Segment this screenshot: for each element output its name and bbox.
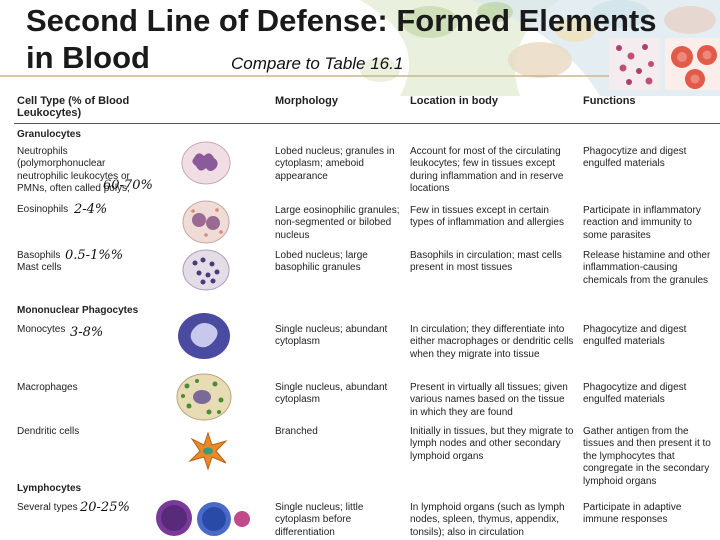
neutrophils-type: Neutrophils (polymorphonuclear neutrophi… <box>17 146 130 195</box>
blood-smear-thumbnails <box>609 38 720 90</box>
eosinophils-morphology: Large eosinophilic granules; non-segment… <box>275 205 400 241</box>
section-mononuclear-phagocytes: Mononuclear Phagocytes <box>17 305 139 316</box>
lymphocyte-cells-icon <box>156 500 250 536</box>
eosinophils-functions: Participate in inflammatory reaction and… <box>583 205 701 241</box>
monocyte-cell-icon <box>178 313 230 359</box>
title-line-2: in Blood <box>26 40 150 75</box>
header-location: Location in body <box>410 95 498 107</box>
lymphocytes-morphology: Single nucleus; little cytoplasm before … <box>275 502 364 538</box>
section-granulocytes: Granulocytes <box>17 129 81 140</box>
lymphocytes-type: Several types <box>17 502 78 513</box>
dendritic-morphology: Branched <box>275 426 318 437</box>
dendritic-location: Initially in tissues, but they migrate t… <box>410 426 574 462</box>
dendritic-cell-icon <box>188 431 228 471</box>
lymphocytes-location: In lymphoid organs (such as lymph nodes,… <box>410 502 565 538</box>
lymphocytes-percent: 20-25% <box>80 500 130 515</box>
slide-subtitle: Compare to Table 16.1 <box>231 54 404 73</box>
macrophages-type: Macrophages <box>17 382 78 393</box>
eosinophils-type: Eosinophils <box>17 204 69 215</box>
basophils-morphology: Lobed nucleus; large basophilic granules <box>275 250 368 274</box>
macrophage-cell-icon <box>176 373 232 421</box>
monocytes-percent: 3-8% <box>70 325 104 340</box>
neutrophils-functions: Phagocytize and digest engulfed material… <box>583 146 687 170</box>
title-line-1: Second Line of Defense: Formed Elements <box>26 3 657 38</box>
slide-title: Second Line of Defense: Formed Elements … <box>26 2 656 76</box>
eosinophil-cell-icon <box>182 200 230 244</box>
dendritic-type: Dendritic cells <box>17 426 80 437</box>
basophils-type: Basophils Mast cells <box>17 250 62 274</box>
monocytes-morphology: Single nucleus; abundant cytoplasm <box>275 324 388 348</box>
basophils-functions: Release histamine and other inflammation… <box>583 250 711 286</box>
dendritic-functions: Gather antigen from the tissues and then… <box>583 426 711 487</box>
macrophages-morphology: Single nucleus, abundant cytoplasm <box>275 382 388 406</box>
section-lymphocytes: Lymphocytes <box>17 483 82 494</box>
macrophages-location: Present in virtually all tissues; given … <box>410 382 568 418</box>
neutrophil-cell-icon <box>181 141 231 185</box>
eosinophils-percent: 2-4% <box>74 202 108 217</box>
header-background-art <box>0 0 720 96</box>
monocytes-type: Monocytes <box>17 324 66 335</box>
neutrophils-location: Account for most of the circulating leuk… <box>410 146 564 195</box>
neutrophils-morphology: Lobed nucleus; granules in cytoplasm; am… <box>275 146 395 182</box>
monocytes-functions: Phagocytize and digest engulfed material… <box>583 324 687 348</box>
basophil-cell-icon <box>182 249 230 291</box>
basophils-location: Basophils in circulation; mast cells pre… <box>410 250 562 274</box>
header-rule <box>14 123 720 124</box>
macrophages-functions: Phagocytize and digest engulfed material… <box>583 382 687 406</box>
neutrophils-percent: 60-70% <box>103 178 153 193</box>
header-functions: Functions <box>583 95 636 107</box>
basophils-percent: 0.5-1%% <box>65 248 124 263</box>
eosinophils-location: Few in tissues except in certain types o… <box>410 205 564 229</box>
monocytes-location: In circulation; they differentiate into … <box>410 324 574 360</box>
header-cell-type: Cell Type (% of Blood Leukocytes) <box>17 95 130 119</box>
header-morphology: Morphology <box>275 95 338 107</box>
lymphocytes-functions: Participate in adaptive immune responses <box>583 502 682 526</box>
